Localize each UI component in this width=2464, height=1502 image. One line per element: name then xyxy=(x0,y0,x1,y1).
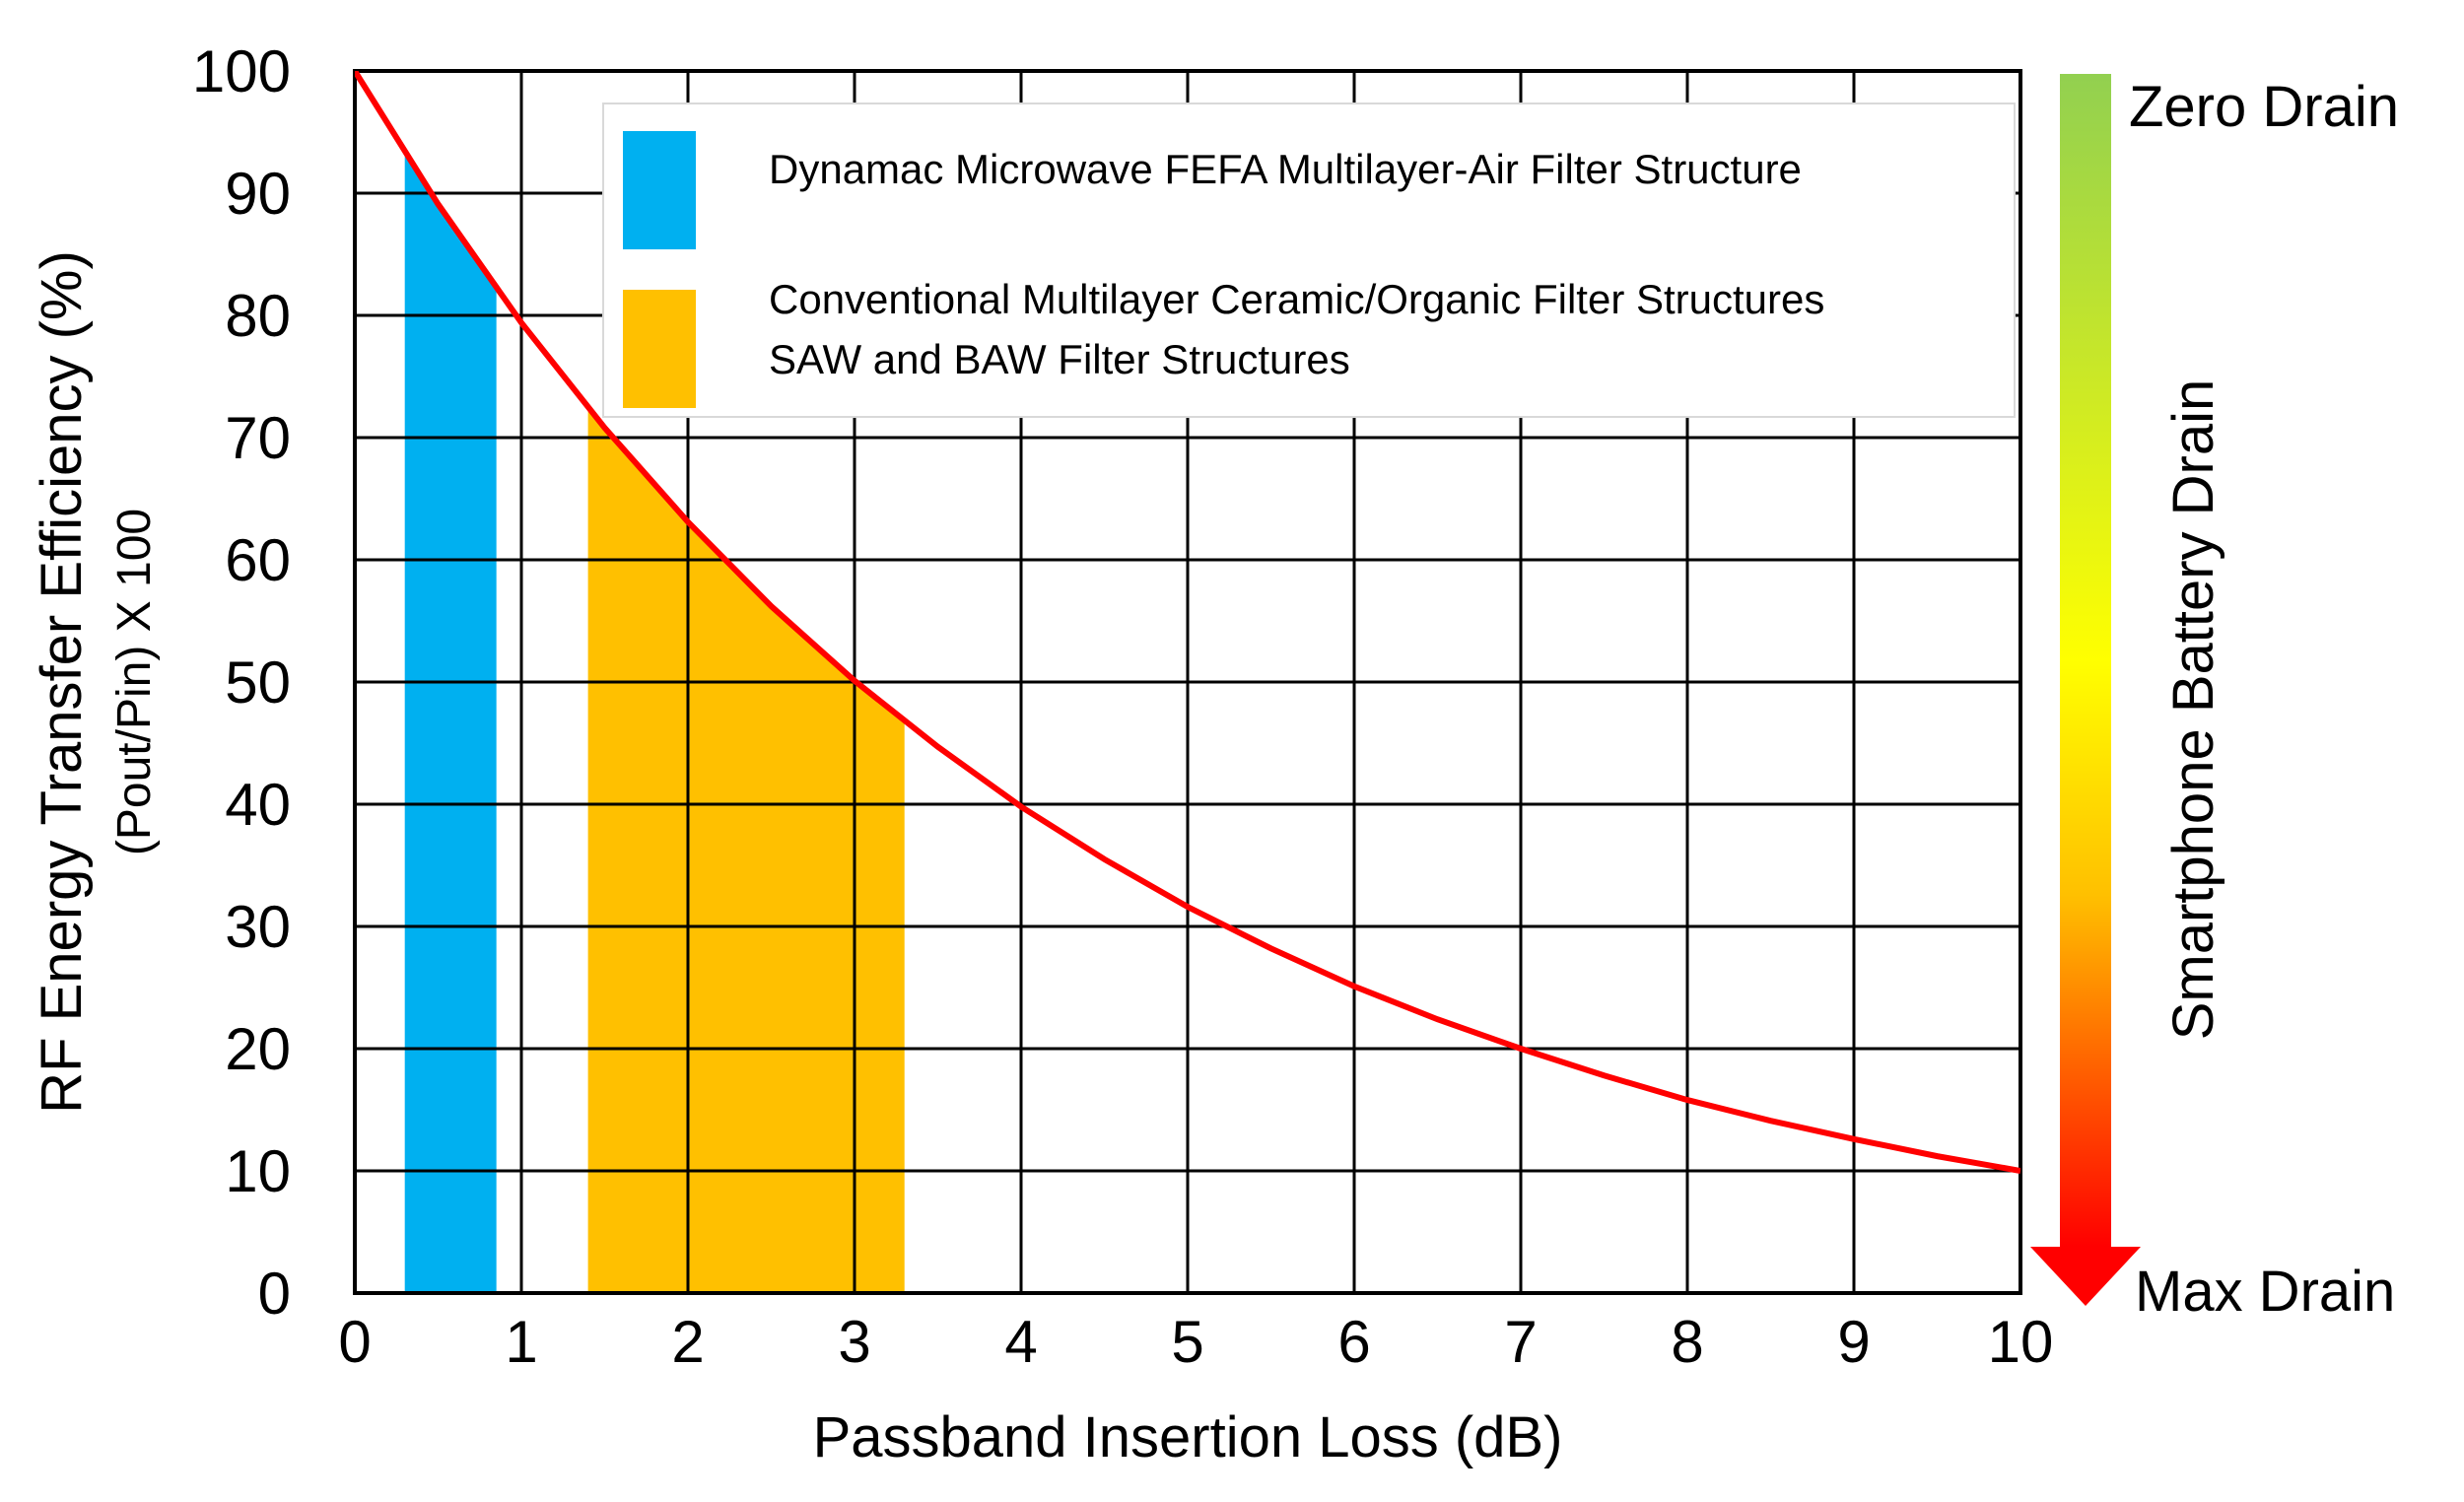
x-tick-label: 5 xyxy=(1171,1309,1203,1375)
battery-drain-scale: Zero Drain Max Drain Smartphone Battery … xyxy=(2030,74,2399,1324)
x-tick-label: 3 xyxy=(838,1309,870,1375)
legend-label-dynamac: Dynamac Microwave FEFA Multilayer-Air Fi… xyxy=(769,146,1802,192)
x-tick-labels: 0 1 2 3 4 5 6 7 8 9 10 xyxy=(338,1309,2053,1375)
y-tick-label: 70 xyxy=(225,405,291,471)
legend-box xyxy=(602,102,2016,418)
region-dynamac xyxy=(404,152,497,1294)
y-tick-label: 10 xyxy=(225,1138,291,1204)
region-conventional xyxy=(587,407,905,1293)
y-tick-label: 50 xyxy=(225,649,291,716)
y-tick-label: 80 xyxy=(225,283,291,349)
x-axis-title: Passband Insertion Loss (dB) xyxy=(813,1405,1563,1469)
y-tick-label: 20 xyxy=(225,1016,291,1082)
drain-gradient-bar xyxy=(2060,74,2111,1247)
legend-label-conventional: Conventional Multilayer Ceramic/Organic … xyxy=(769,276,1824,322)
y-axis-title: RF Energy Transfer Efficiency (%) xyxy=(30,250,94,1114)
x-tick-label: 0 xyxy=(338,1309,371,1375)
zero-drain-label: Zero Drain xyxy=(2129,75,2399,139)
x-tick-label: 1 xyxy=(505,1309,537,1375)
drain-arrow-head xyxy=(2030,1247,2141,1306)
x-tick-label: 4 xyxy=(1004,1309,1037,1375)
efficiency-curve xyxy=(355,71,2020,1174)
x-tick-label: 10 xyxy=(1988,1309,2054,1375)
y-tick-label: 30 xyxy=(225,894,291,960)
y-tick-label: 100 xyxy=(192,38,291,104)
x-tick-label: 7 xyxy=(1504,1309,1537,1375)
plot-frame xyxy=(353,69,2022,1295)
y-tick-label: 0 xyxy=(258,1261,291,1327)
x-tick-label: 8 xyxy=(1671,1309,1703,1375)
y-tick-label: 60 xyxy=(225,527,291,593)
y-tick-label: 40 xyxy=(225,772,291,838)
legend-swatch-conventional xyxy=(623,290,696,408)
x-tick-label: 2 xyxy=(671,1309,704,1375)
y-tick-labels: 0 10 20 30 40 50 60 70 80 90 100 xyxy=(192,38,291,1327)
y-tick-label: 90 xyxy=(225,161,291,227)
y-axis-subtitle: (Pout/Pin) X 100 xyxy=(108,509,161,855)
legend: Dynamac Microwave FEFA Multilayer-Air Fi… xyxy=(602,102,2016,418)
battery-drain-title: Smartphone Battery Drain xyxy=(2161,379,2225,1041)
legend-swatch-dynamac xyxy=(623,131,696,249)
x-tick-label: 6 xyxy=(1337,1309,1370,1375)
max-drain-label: Max Drain xyxy=(2135,1260,2395,1324)
legend-label-saw-baw: SAW and BAW Filter Structures xyxy=(769,336,1350,382)
x-tick-label: 9 xyxy=(1837,1309,1870,1375)
